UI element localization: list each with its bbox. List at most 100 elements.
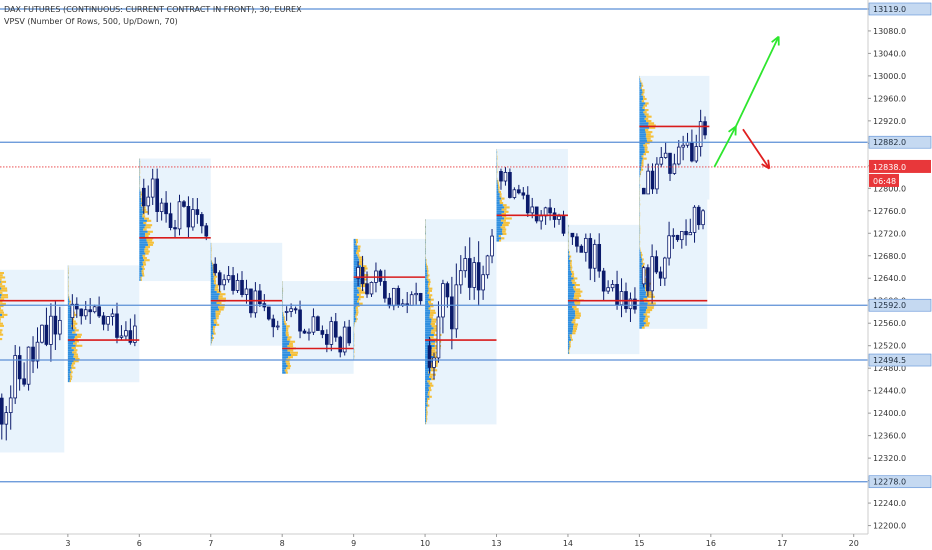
- profile-down-row: [211, 334, 214, 337]
- profile-up-row: [139, 197, 142, 200]
- profile-up-row: [139, 248, 145, 251]
- profile-down-row: [498, 239, 502, 242]
- profile-down-row: [357, 254, 360, 257]
- profile-up-row: [567, 325, 573, 328]
- profile-down-row: [355, 320, 357, 323]
- candle-body: [681, 144, 685, 148]
- profile-down-row: [141, 204, 143, 207]
- profile-up-row: [353, 247, 358, 250]
- profile-down-row: [426, 408, 428, 412]
- profile-down-row: [640, 166, 642, 169]
- profile-down-row: [427, 393, 430, 396]
- profile-down-row: [648, 124, 656, 127]
- profile-up-row: [639, 168, 642, 171]
- profile-up-row: [496, 228, 503, 231]
- profile-up-row: [67, 324, 72, 327]
- candle-body: [0, 397, 4, 425]
- profile-up-row: [639, 249, 641, 252]
- time-tick-label: 13: [491, 539, 501, 548]
- profile-down-row: [569, 343, 571, 346]
- profile-up-row: [282, 345, 288, 348]
- profile-down-row: [643, 278, 648, 281]
- profile-up-row: [282, 364, 288, 368]
- candle-body: [266, 306, 271, 320]
- profile-down-row: [502, 230, 506, 233]
- profile-down-row: [356, 293, 361, 296]
- candle-body: [302, 330, 307, 334]
- candle-body: [74, 303, 79, 310]
- profile-up-row: [425, 325, 432, 328]
- profile-down-row: [213, 277, 216, 280]
- profile-down-row: [0, 320, 1, 323]
- profile-down-row: [76, 333, 82, 336]
- profile-down-row: [213, 332, 216, 335]
- profile-up-row: [67, 318, 72, 321]
- profile-down-row: [426, 400, 429, 403]
- arrow-head: [728, 125, 737, 133]
- profile-up-row: [67, 344, 76, 347]
- profile-up-row: [282, 325, 287, 328]
- profile-up-row: [639, 258, 643, 261]
- profile-down-row: [71, 313, 77, 316]
- profile-up-row: [139, 208, 143, 211]
- price-tick-label: 12960.0: [873, 94, 906, 103]
- candle-body: [610, 284, 615, 289]
- candle-body: [307, 331, 311, 334]
- profile-up-row: [139, 239, 147, 242]
- candle-body: [694, 146, 699, 162]
- arrow-up-leg-2: [735, 36, 780, 127]
- candle-body: [476, 262, 481, 291]
- profile-down-row: [0, 274, 3, 277]
- profile-down-row: [641, 162, 644, 165]
- profile-down-row: [429, 389, 432, 392]
- profile-up-row: [210, 317, 216, 320]
- profile-down-row: [285, 334, 289, 337]
- profile-down-row: [502, 232, 507, 235]
- candle-body: [583, 237, 588, 253]
- profile-down-row: [426, 411, 428, 414]
- candle-body: [606, 287, 610, 292]
- profile-up-row: [639, 122, 649, 125]
- profile-down-row: [430, 311, 436, 314]
- time-tick-label: 17: [777, 539, 787, 548]
- profile-down-row: [645, 322, 650, 325]
- profile-up-row: [567, 332, 573, 335]
- profile-up-row: [567, 327, 574, 330]
- profile-down-row: [641, 164, 644, 167]
- profile-up-row: [425, 400, 427, 403]
- candle-body: [601, 270, 606, 292]
- candle-body: [690, 142, 694, 162]
- candle-body: [650, 170, 655, 190]
- profile-up-row: [139, 243, 149, 246]
- profile-up-row: [425, 369, 431, 372]
- profile-down-row: [284, 369, 288, 372]
- candle-body: [44, 324, 49, 345]
- profile-up-row: [425, 298, 431, 301]
- profile-up-row: [425, 411, 427, 414]
- profile-up-row: [425, 280, 429, 284]
- profile-up-row: [67, 368, 71, 372]
- profile-up-row: [425, 309, 431, 312]
- profile-up-row: [567, 257, 570, 260]
- profile-down-row: [425, 422, 427, 425]
- profile-up-row: [425, 305, 430, 308]
- profile-down-row: [645, 102, 649, 105]
- candle-body: [391, 287, 396, 307]
- profile-down-row: [142, 267, 145, 271]
- profile-down-row: [140, 278, 142, 281]
- profile-up-row: [353, 320, 356, 323]
- profile-up-row: [639, 256, 642, 259]
- profile-down-row: [69, 300, 72, 303]
- profile-up-row: [353, 313, 356, 316]
- profile-down-row: [75, 344, 83, 347]
- profile-up-row: [67, 360, 74, 363]
- profile-down-row: [432, 347, 441, 350]
- profile-down-row: [429, 375, 433, 378]
- candle-body: [13, 355, 18, 399]
- profile-down-row: [214, 288, 219, 291]
- candle-body: [658, 271, 663, 279]
- profile-up-row: [496, 239, 499, 242]
- profile-down-row: [646, 133, 651, 136]
- candle-body: [40, 324, 44, 343]
